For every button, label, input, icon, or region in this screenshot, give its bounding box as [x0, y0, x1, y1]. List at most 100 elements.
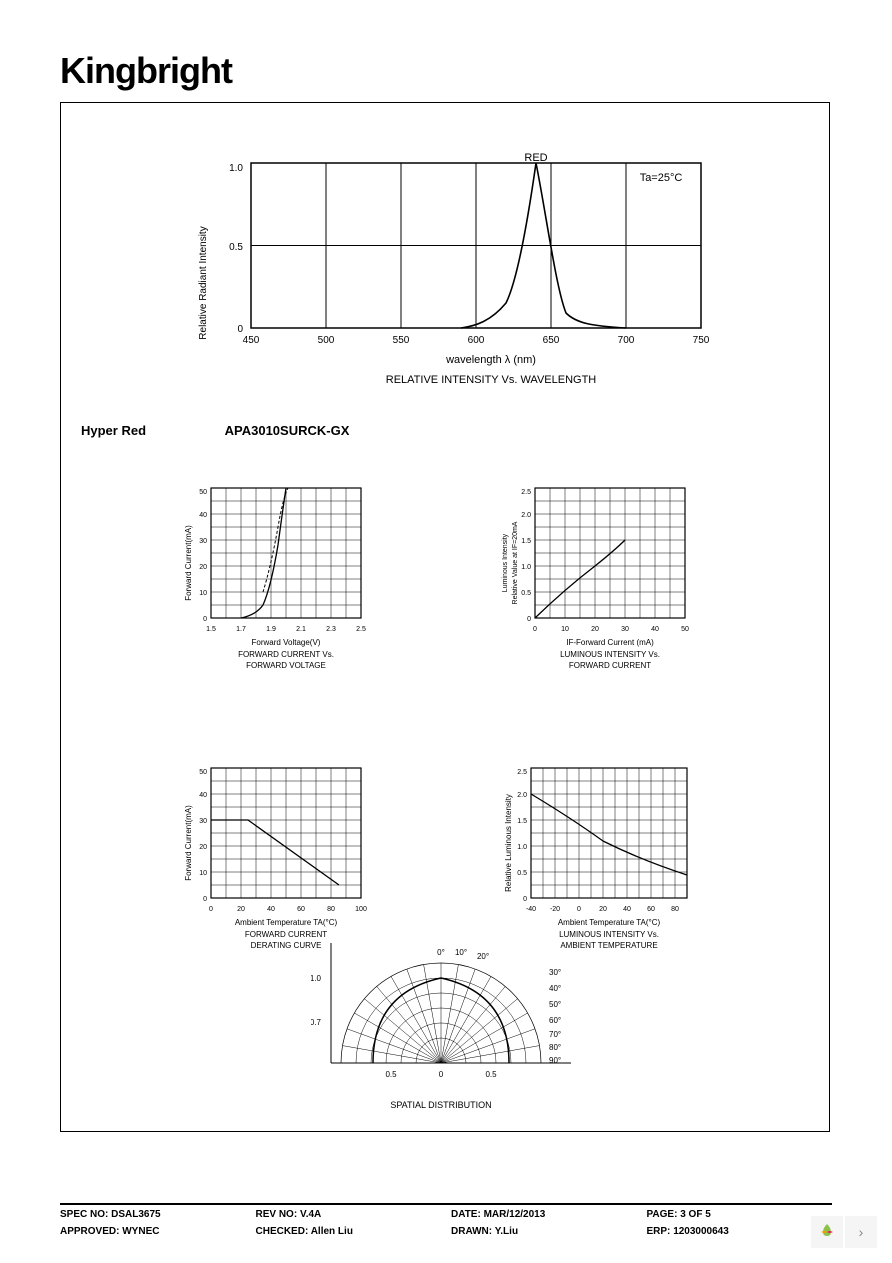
- svg-text:60: 60: [297, 906, 305, 913]
- chart-forward-voltage: Forward Current(mA) 1.5 1.7 1.9 2.1 2.3 …: [181, 483, 401, 703]
- svg-text:0: 0: [203, 896, 207, 903]
- svg-text:FORWARD CURRENT: FORWARD CURRENT: [569, 661, 651, 670]
- brand-logo: Kingbright: [60, 50, 832, 92]
- svg-text:50: 50: [199, 769, 207, 776]
- ylabel: Relative Radiant Intensity: [198, 226, 209, 339]
- svg-text:40: 40: [267, 906, 275, 913]
- nav-widget: ›: [811, 1216, 877, 1248]
- svg-text:20°: 20°: [477, 952, 489, 961]
- annotation: Ta=25°C: [640, 172, 683, 184]
- svg-text:0.7: 0.7: [311, 1018, 322, 1027]
- svg-text:700: 700: [618, 335, 635, 346]
- svg-text:2.0: 2.0: [517, 792, 527, 799]
- svg-text:2.3: 2.3: [326, 626, 336, 633]
- svg-text:30: 30: [199, 538, 207, 545]
- svg-text:Forward Voltage(V): Forward Voltage(V): [252, 638, 321, 647]
- svg-text:2.0: 2.0: [521, 512, 531, 519]
- svg-text:1.5: 1.5: [521, 538, 531, 545]
- viewer-logo-icon[interactable]: [811, 1216, 843, 1248]
- svg-text:0.5: 0.5: [485, 1070, 497, 1079]
- svg-text:600: 600: [468, 335, 485, 346]
- svg-text:20: 20: [237, 906, 245, 913]
- svg-text:650: 650: [543, 335, 560, 346]
- svg-text:0: 0: [237, 324, 243, 335]
- svg-text:90°: 90°: [549, 1056, 561, 1065]
- svg-text:30: 30: [621, 626, 629, 633]
- peak-label: RED: [524, 153, 547, 164]
- svg-text:20: 20: [599, 906, 607, 913]
- svg-text:-20: -20: [550, 906, 560, 913]
- svg-text:10°: 10°: [455, 948, 467, 957]
- svg-text:2.1: 2.1: [296, 626, 306, 633]
- svg-text:30: 30: [199, 818, 207, 825]
- svg-text:500: 500: [318, 335, 335, 346]
- svg-text:40: 40: [199, 792, 207, 799]
- svg-text:750: 750: [693, 335, 710, 346]
- svg-text:60: 60: [647, 906, 655, 913]
- svg-text:20: 20: [199, 564, 207, 571]
- footer: SPEC NO: DSAL3675 REV NO: V.4A DATE: MAR…: [60, 1203, 832, 1243]
- svg-text:0: 0: [577, 906, 581, 913]
- svg-text:1.0: 1.0: [311, 974, 322, 983]
- svg-text:1.5: 1.5: [517, 818, 527, 825]
- svg-text:550: 550: [393, 335, 410, 346]
- svg-text:Relative Value at IF=20mA: Relative Value at IF=20mA: [512, 521, 519, 604]
- svg-text:40: 40: [199, 512, 207, 519]
- svg-text:80°: 80°: [549, 1043, 561, 1052]
- svg-text:40: 40: [651, 626, 659, 633]
- chart-luminous-current: Luminous Intensity Relative Value at IF=…: [501, 483, 721, 703]
- svg-text:0: 0: [203, 616, 207, 623]
- svg-text:20: 20: [199, 844, 207, 851]
- svg-text:1.0: 1.0: [517, 844, 527, 851]
- svg-text:20: 20: [591, 626, 599, 633]
- product-row: Hyper Red APA3010SURCK-GX: [81, 423, 349, 438]
- svg-text:Relative Luminous Intensity: Relative Luminous Intensity: [504, 794, 513, 892]
- xlabel: wavelength λ (nm): [445, 354, 536, 366]
- svg-text:0°: 0°: [437, 948, 445, 957]
- svg-text:Ambient Temperature TA(°C): Ambient Temperature TA(°C): [558, 918, 661, 927]
- next-page-icon[interactable]: ›: [845, 1216, 877, 1248]
- svg-text:1.7: 1.7: [236, 626, 246, 633]
- svg-text:2.5: 2.5: [517, 769, 527, 776]
- svg-text:Ambient Temperature TA(°C): Ambient Temperature TA(°C): [235, 918, 338, 927]
- svg-text:FORWARD CURRENT Vs.: FORWARD CURRENT Vs.: [238, 650, 334, 659]
- svg-text:Forward Current(mA): Forward Current(mA): [184, 525, 193, 601]
- svg-text:1.0: 1.0: [229, 163, 243, 174]
- svg-text:SPATIAL DISTRIBUTION: SPATIAL DISTRIBUTION: [390, 1100, 491, 1110]
- svg-text:80: 80: [671, 906, 679, 913]
- svg-text:0.5: 0.5: [521, 590, 531, 597]
- svg-text:2.5: 2.5: [521, 489, 531, 496]
- svg-text:10: 10: [199, 590, 207, 597]
- svg-text:0.5: 0.5: [229, 242, 243, 253]
- svg-text:50: 50: [681, 626, 689, 633]
- svg-text:80: 80: [327, 906, 335, 913]
- svg-text:100: 100: [355, 906, 367, 913]
- svg-text:10: 10: [561, 626, 569, 633]
- chart-spatial-distribution: 0° 10° 20° 30° 40° 50° 60° 70° 80° 90° 1…: [311, 933, 611, 1123]
- svg-text:60°: 60°: [549, 1016, 561, 1025]
- svg-text:0.5: 0.5: [385, 1070, 397, 1079]
- svg-text:50: 50: [199, 489, 207, 496]
- svg-text:1.0: 1.0: [521, 564, 531, 571]
- svg-text:10: 10: [199, 870, 207, 877]
- svg-text:Forward Current(mA): Forward Current(mA): [184, 805, 193, 881]
- svg-text:1.5: 1.5: [206, 626, 216, 633]
- svg-text:1.9: 1.9: [266, 626, 276, 633]
- svg-text:0: 0: [439, 1070, 444, 1079]
- svg-text:0.5: 0.5: [517, 870, 527, 877]
- svg-text:0: 0: [209, 906, 213, 913]
- svg-text:40°: 40°: [549, 984, 561, 993]
- svg-text:0: 0: [527, 616, 531, 623]
- svg-text:LUMINOUS INTENSITY Vs.: LUMINOUS INTENSITY Vs.: [560, 650, 660, 659]
- svg-text:0: 0: [523, 896, 527, 903]
- svg-text:30°: 30°: [549, 968, 561, 977]
- svg-text:2.5: 2.5: [356, 626, 366, 633]
- content-frame: Relative Radiant Intensity wavelength λ …: [60, 102, 830, 1132]
- svg-text:FORWARD VOLTAGE: FORWARD VOLTAGE: [246, 661, 326, 670]
- svg-text:40: 40: [623, 906, 631, 913]
- product-code: APA3010SURCK-GX: [225, 423, 350, 438]
- product-name: Hyper Red: [81, 423, 221, 438]
- chart-title: RELATIVE INTENSITY Vs. WAVELENGTH: [386, 374, 597, 386]
- svg-text:IF-Forward Current (mA): IF-Forward Current (mA): [566, 638, 654, 647]
- svg-text:450: 450: [243, 335, 260, 346]
